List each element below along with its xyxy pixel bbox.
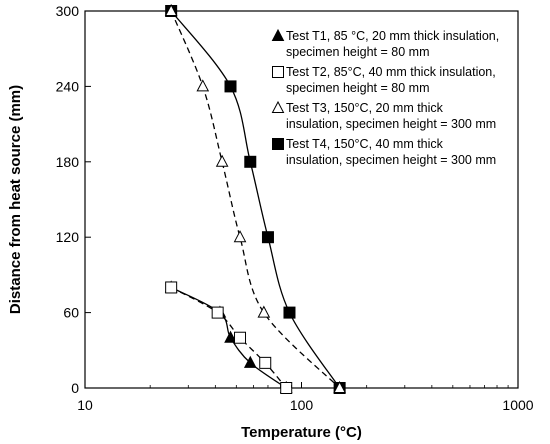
legend-marker-3 [271,100,285,113]
series-line-4 [170,10,341,389]
data-point-series-2 [211,306,224,319]
legend-marker-2 [272,66,284,78]
data-point-series-2 [259,356,272,369]
data-point-series-4 [224,80,237,93]
data-point-series-3 [257,305,271,318]
data-point-series-4 [244,155,257,168]
axis-ticks: 10 100 1000 0 60 120 180 240 300 [56,3,534,413]
data-point-series-1 [224,330,237,343]
data-point-series-3 [333,380,346,393]
legend-label-2: Test T2, 85°C, 40 mm thick insulation, [286,65,496,79]
legend-label-4: insulation, specimen height = 300 mm [286,153,496,167]
legend-label-1: Test T1, 85 °C, 20 mm thick insulation, [286,29,499,43]
data-point-series-2 [280,382,293,394]
legend-label-3: insulation, specimen height = 300 mm [286,117,496,131]
data-point-series-1 [243,355,257,368]
data-point-series-3 [215,154,229,167]
legend-label-1: specimen height = 80 mm [286,45,429,59]
y-tick-label: 300 [56,3,80,19]
series-line-3 [170,10,341,389]
legend-label-4: Test T4, 150°C, 40 mm thick [286,137,444,151]
legend-marker-4 [272,138,284,150]
legend-label-3: Test T3, 150°C, 20 mm thick [286,101,444,115]
data-point-series-2 [165,281,178,294]
y-tick-label: 240 [56,78,80,94]
y-tick-label: 60 [63,305,79,321]
y-tick-label: 120 [56,229,80,245]
legend: Test T1, 85 °C, 20 mm thick insulation, s… [271,28,499,167]
series-markers [164,3,346,394]
data-point-series-3 [164,3,178,16]
legend-marker-1 [271,28,285,41]
y-tick-label: 0 [71,380,79,396]
y-axis-title: Distance from heat source (mm) [7,85,24,314]
x-tick-label: 10 [77,397,93,413]
data-point-series-3 [196,79,210,92]
data-point-series-2 [234,331,247,344]
data-point-series-4 [283,306,296,319]
x-axis-title: Temperature (°C) [241,424,362,441]
x-tick-label: 1000 [502,397,533,413]
series-line-2 [170,286,287,389]
y-tick-label: 180 [56,154,80,170]
legend-label-2: specimen height = 80 mm [286,81,429,95]
data-point-series-4 [261,231,274,244]
x-tick-label: 100 [290,397,314,413]
data-point-series-3 [233,230,247,243]
